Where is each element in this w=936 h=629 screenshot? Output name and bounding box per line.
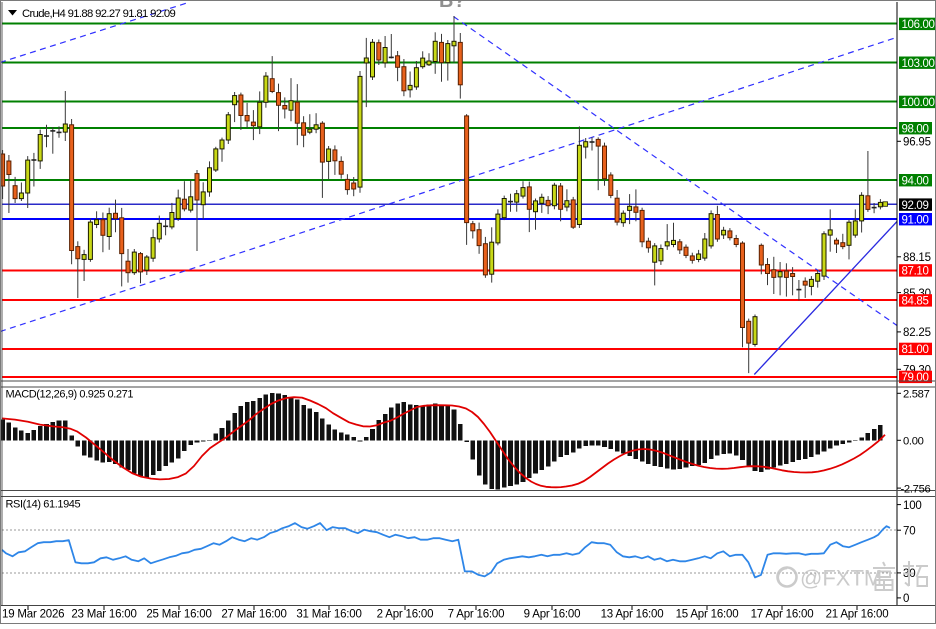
svg-text:0.00: 0.00 [903, 436, 924, 448]
svg-text:9 Apr 16:00: 9 Apr 16:00 [524, 609, 581, 621]
svg-text:Crude,H4 91.88 92.27 91.81 92: Crude,H4 91.88 92.27 91.81 92.09 [22, 8, 176, 20]
svg-text:84.85: 84.85 [902, 296, 929, 308]
svg-text:0: 0 [903, 593, 909, 605]
svg-text:17 Apr 16:00: 17 Apr 16:00 [751, 609, 814, 621]
svg-text:15 Apr 16:00: 15 Apr 16:00 [676, 609, 739, 621]
svg-text:82.25: 82.25 [903, 327, 931, 339]
svg-text:81.00: 81.00 [902, 344, 929, 356]
svg-text:87.10: 87.10 [902, 266, 929, 278]
svg-text:96.95: 96.95 [903, 137, 931, 149]
svg-text:19 Mar 2026: 19 Mar 2026 [2, 609, 64, 621]
svg-text:88.15: 88.15 [903, 252, 931, 264]
svg-text:100: 100 [903, 500, 922, 512]
svg-text:94.00: 94.00 [902, 176, 929, 188]
svg-text:91.00: 91.00 [902, 215, 929, 227]
svg-text:13 Apr 16:00: 13 Apr 16:00 [601, 609, 664, 621]
svg-text:31 Mar 16:00: 31 Mar 16:00 [296, 609, 361, 621]
svg-text:RSI(14) 61.1945: RSI(14) 61.1945 [6, 499, 81, 511]
svg-text:MACD(12,26,9) 0.925 0.271: MACD(12,26,9) 0.925 0.271 [6, 389, 134, 401]
svg-text:2 Apr 16:00: 2 Apr 16:00 [377, 609, 434, 621]
svg-text:70: 70 [903, 525, 915, 537]
svg-text:98.00: 98.00 [902, 124, 929, 136]
svg-text:92.09: 92.09 [902, 200, 929, 212]
svg-text:@FXTM: @FXTM [800, 566, 882, 591]
svg-text:-2.756: -2.756 [901, 483, 931, 495]
svg-text:23 Mar 16:00: 23 Mar 16:00 [71, 609, 136, 621]
svg-text:103.00: 103.00 [902, 58, 935, 70]
svg-text:B?: B? [439, 0, 466, 12]
svg-text:2.587: 2.587 [903, 389, 930, 401]
svg-text:7 Apr 16:00: 7 Apr 16:00 [448, 609, 505, 621]
svg-text:106.00: 106.00 [902, 19, 935, 31]
svg-text:25 Mar 16:00: 25 Mar 16:00 [146, 609, 211, 621]
svg-text:27 Mar 16:00: 27 Mar 16:00 [221, 609, 286, 621]
svg-text:79.00: 79.00 [902, 372, 929, 384]
svg-text:100.00: 100.00 [902, 97, 935, 109]
svg-text:21 Apr 16:00: 21 Apr 16:00 [826, 609, 889, 621]
